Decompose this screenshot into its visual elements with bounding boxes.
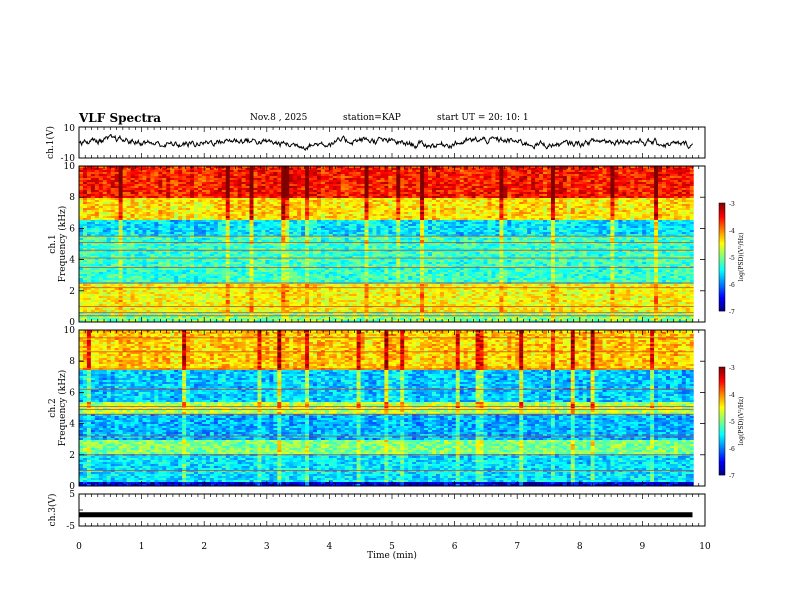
ch1-spectrogram	[79, 166, 705, 323]
spec2-ylabel-channel: ch.2	[48, 398, 58, 417]
xtick-label: 6	[452, 542, 458, 552]
colorbar-tick-label: -3	[729, 365, 735, 372]
colorbar-tick-label: -4	[729, 392, 735, 399]
date-label: Nov.8 , 2025	[250, 113, 307, 123]
start-time-label: start UT = 20: 10: 1	[437, 113, 529, 123]
colorbar-tick-label: -5	[729, 419, 735, 426]
station-label: station=KAP	[343, 113, 401, 123]
colorbar-tick-label: -7	[729, 309, 735, 316]
xtick-label: 0	[76, 542, 82, 552]
ch1-waveform	[78, 134, 693, 151]
ch1-ytick-label: 10	[64, 124, 76, 134]
colorbar-tick-label: -3	[729, 201, 735, 208]
spec2-ytick-label: 4	[69, 420, 75, 430]
colorbar-tick-label: -6	[729, 446, 735, 453]
ch3-ylabel: ch.3(V)	[47, 494, 58, 527]
xtick-label: 4	[327, 542, 333, 552]
xtick-label: 7	[514, 542, 520, 552]
colorbar-label: log(PSD)(V²/Hz)	[738, 233, 745, 282]
spec1-ytick-label: 10	[64, 162, 76, 172]
xtick-label: 5	[389, 542, 395, 552]
xtick-label: 8	[577, 542, 583, 552]
spec1-ytick-label: 8	[69, 193, 75, 203]
colorbar-label: log(PSD)(V²/Hz)	[738, 397, 745, 446]
xtick-label: 3	[264, 542, 270, 552]
xtick-label: 2	[201, 542, 207, 552]
spec1-ylabel-channel: ch.1	[48, 234, 58, 253]
spec2-ytick-label: 8	[69, 357, 75, 367]
spec1-ylabel-frequency: Frequency (kHz)	[57, 206, 68, 283]
ch2-spectrogram	[79, 330, 705, 487]
spec1-ytick-label: 2	[69, 287, 75, 297]
spec2-ylabel-frequency: Frequency (kHz)	[57, 370, 68, 447]
xtick-label: 1	[139, 542, 145, 552]
xaxis-label: Time (min)	[367, 550, 417, 561]
colorbar-tick-label: -7	[729, 473, 735, 480]
xtick-label: 9	[640, 542, 646, 552]
colorbar-tick-label: -6	[729, 282, 735, 289]
chart-title: VLF Spectra	[79, 111, 161, 125]
colorbars: -3 -4 -5 -6 -7 log(PSD)(V²/Hz) -3 -4 -5 -6 -7 log(P…	[718, 201, 745, 480]
xtick-label: 10	[699, 542, 711, 552]
colorbar-tick-label: -4	[729, 228, 735, 235]
spec2-ytick-label: 6	[69, 388, 75, 398]
ch1-ylabel: ch.1(V)	[45, 126, 56, 159]
colorbar-1	[718, 202, 726, 312]
spec2-ytick-label: 0	[69, 482, 75, 492]
ch3-ytick-label: 5	[69, 490, 75, 500]
colorbar-tick-label: -5	[729, 255, 735, 262]
colorbar-2	[718, 366, 726, 476]
ch1-ytick-label: -10	[61, 154, 76, 164]
ch1-trace	[78, 134, 693, 151]
spec1-ytick-label: 6	[69, 224, 75, 234]
spec2-ytick-label: 10	[64, 326, 76, 336]
spec1-ytick-label: 0	[69, 318, 75, 328]
ch3-ytick-label: -5	[66, 522, 75, 532]
spec1-ytick-label: 4	[69, 256, 75, 266]
spec2-ytick-label: 2	[69, 451, 75, 461]
